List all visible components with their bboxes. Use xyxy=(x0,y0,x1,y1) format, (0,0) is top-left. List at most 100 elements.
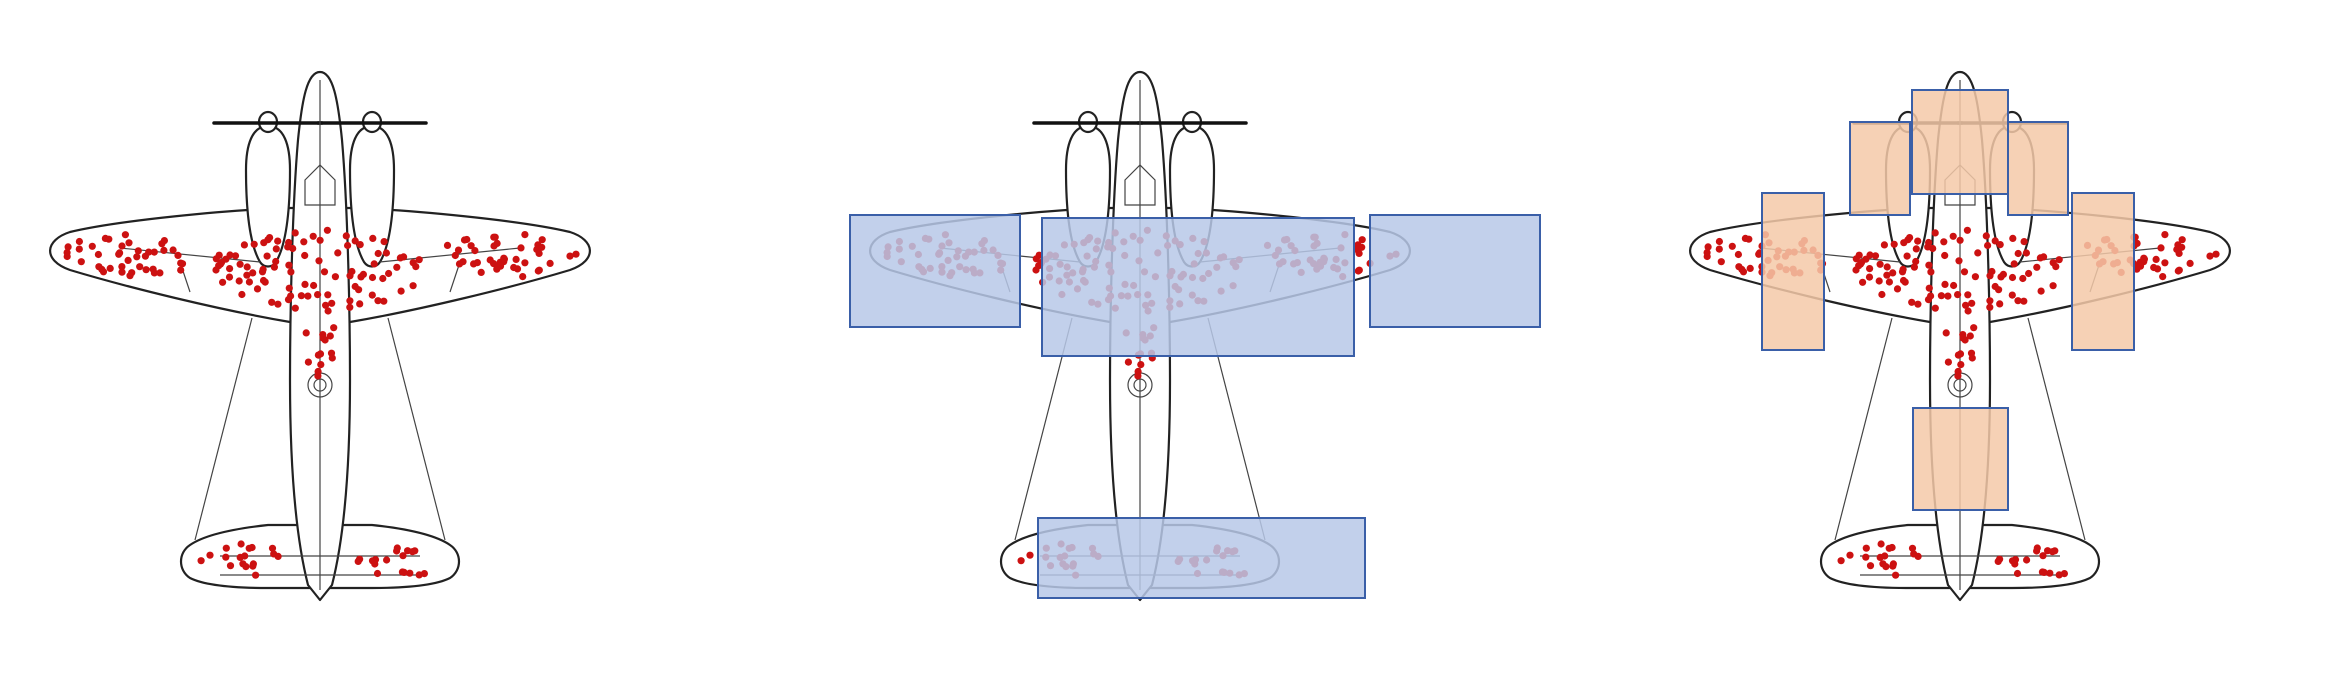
bullet-hole xyxy=(99,268,108,276)
bullet-hole xyxy=(287,268,295,276)
bullet-hole xyxy=(235,277,243,285)
bullet-hole xyxy=(1880,241,1888,249)
bullet-hole xyxy=(178,260,187,268)
bullet-hole xyxy=(443,241,452,249)
bullet-hole xyxy=(1875,277,1883,285)
bullet-hole xyxy=(245,278,253,286)
bullet-hole xyxy=(1862,553,1870,561)
bullet-hole xyxy=(1986,303,1994,311)
bullet-hole xyxy=(263,252,271,260)
bullet-hole xyxy=(2055,256,2063,264)
bullet-hole xyxy=(512,255,520,263)
bullet-hole xyxy=(1715,237,1723,246)
bullet-hole xyxy=(274,237,282,245)
bullet-hole xyxy=(1358,243,1366,251)
bullet-hole xyxy=(519,273,527,281)
bullet-hole xyxy=(2040,568,2048,577)
bullet-hole xyxy=(2008,291,2016,299)
bullet-hole xyxy=(177,266,185,274)
bullet-hole xyxy=(1837,557,1845,565)
bullet-hole xyxy=(240,241,248,249)
bullet-hole xyxy=(63,248,71,257)
bullet-hole xyxy=(354,557,362,566)
bullet-hole xyxy=(467,242,475,250)
bullet-hole xyxy=(534,267,542,275)
bullet-hole xyxy=(150,269,158,277)
bullet-hole xyxy=(2033,263,2041,271)
bullet-hole xyxy=(1991,237,1999,245)
bullet-hole xyxy=(1893,285,1902,293)
bullet-hole xyxy=(243,271,251,279)
bullet-hole xyxy=(2157,244,2165,252)
bullet-hole xyxy=(400,253,408,261)
bullet-hole xyxy=(2040,253,2048,261)
bullet-hole xyxy=(510,263,518,272)
bullet-holes xyxy=(63,226,580,579)
bullet-hole xyxy=(1964,307,1972,315)
bullet-hole xyxy=(521,259,529,267)
bullet-hole xyxy=(490,233,498,241)
bullet-hole xyxy=(1968,299,1976,307)
bullet-hole xyxy=(322,301,330,309)
bullet-hole xyxy=(1134,372,1142,380)
bullet-hole xyxy=(268,298,276,306)
bullet-hole xyxy=(239,560,247,568)
bullet-hole xyxy=(268,544,277,552)
bullet-hole xyxy=(415,256,423,264)
bullet-hole xyxy=(2023,556,2031,564)
bullet-hole xyxy=(249,562,257,570)
bullet-hole xyxy=(382,249,390,257)
bullet-hole xyxy=(1955,257,1963,265)
bullet-hole xyxy=(2178,243,2186,251)
bullet-hole xyxy=(1996,300,2004,308)
bullet-hole xyxy=(1962,301,1970,309)
bullet-hole xyxy=(118,263,126,271)
bullet-hole xyxy=(1914,237,1922,245)
bullet-hole xyxy=(1996,241,2004,249)
bullet-hole xyxy=(451,251,459,260)
bullet-hole xyxy=(1862,544,1870,552)
bullet-hole xyxy=(1966,332,1974,340)
bullet-hole xyxy=(393,544,401,552)
bullet-hole xyxy=(1866,265,1874,273)
bullet-hole xyxy=(222,544,230,552)
bullet-hole xyxy=(2020,238,2028,246)
bullet-hole xyxy=(326,332,334,340)
bullet-hole xyxy=(1881,552,1889,560)
bullet-hole xyxy=(1984,241,1992,250)
bullet-hole xyxy=(477,268,485,276)
bullet-hole xyxy=(374,297,382,305)
bullet-hole xyxy=(245,544,253,552)
bullet-hole xyxy=(241,552,249,560)
bullet-hole xyxy=(284,243,292,251)
bullet-hole xyxy=(346,297,354,305)
bullet-hole xyxy=(1970,324,1978,332)
bullet-hole xyxy=(1941,251,1949,260)
bullet-hole xyxy=(314,291,322,299)
bullet-hole xyxy=(1912,257,1920,266)
bullet-hole xyxy=(344,241,352,250)
bullet-hole xyxy=(2152,255,2160,263)
bullet-hole xyxy=(1927,268,1935,276)
bullet-hole xyxy=(226,562,235,570)
bullet-hole xyxy=(266,234,274,242)
bullet-hole xyxy=(408,548,417,556)
bullet-hole xyxy=(1883,271,1891,279)
bullet-hole xyxy=(2020,297,2028,305)
bullet-hole xyxy=(101,234,109,242)
bullet-hole xyxy=(238,290,246,299)
bullet-hole xyxy=(1354,267,1362,275)
bullet-hole xyxy=(2039,552,2047,560)
bullet-hole xyxy=(2022,249,2030,257)
bullet-hole xyxy=(1137,361,1145,369)
bullet-hole xyxy=(1017,557,1025,565)
bullet-hole xyxy=(1944,292,1952,300)
bullet-hole xyxy=(1956,236,1964,244)
bullet-hole xyxy=(1999,270,2007,278)
bullet-hole xyxy=(1885,278,1893,286)
bullet-hole xyxy=(2048,548,2057,556)
bullet-hole xyxy=(94,250,102,259)
bullet-hole xyxy=(2212,250,2220,258)
bullet-hole xyxy=(320,268,329,276)
bullet-hole xyxy=(1941,280,1949,288)
